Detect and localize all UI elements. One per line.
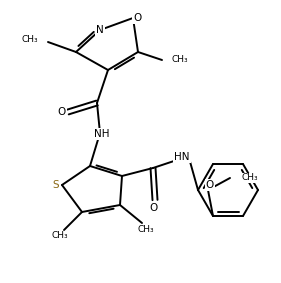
Text: CH₃: CH₃	[172, 55, 189, 65]
Text: CH₃: CH₃	[52, 231, 68, 241]
Text: CH₃: CH₃	[242, 173, 259, 183]
Text: HN: HN	[174, 152, 190, 162]
Text: S: S	[53, 180, 59, 190]
Text: O: O	[206, 180, 214, 190]
Text: NH: NH	[94, 129, 110, 139]
Text: O: O	[133, 13, 141, 23]
Text: O: O	[58, 107, 66, 117]
Text: N: N	[96, 25, 104, 35]
Text: CH₃: CH₃	[21, 35, 38, 44]
Text: CH₃: CH₃	[138, 224, 154, 233]
Text: O: O	[149, 203, 157, 213]
